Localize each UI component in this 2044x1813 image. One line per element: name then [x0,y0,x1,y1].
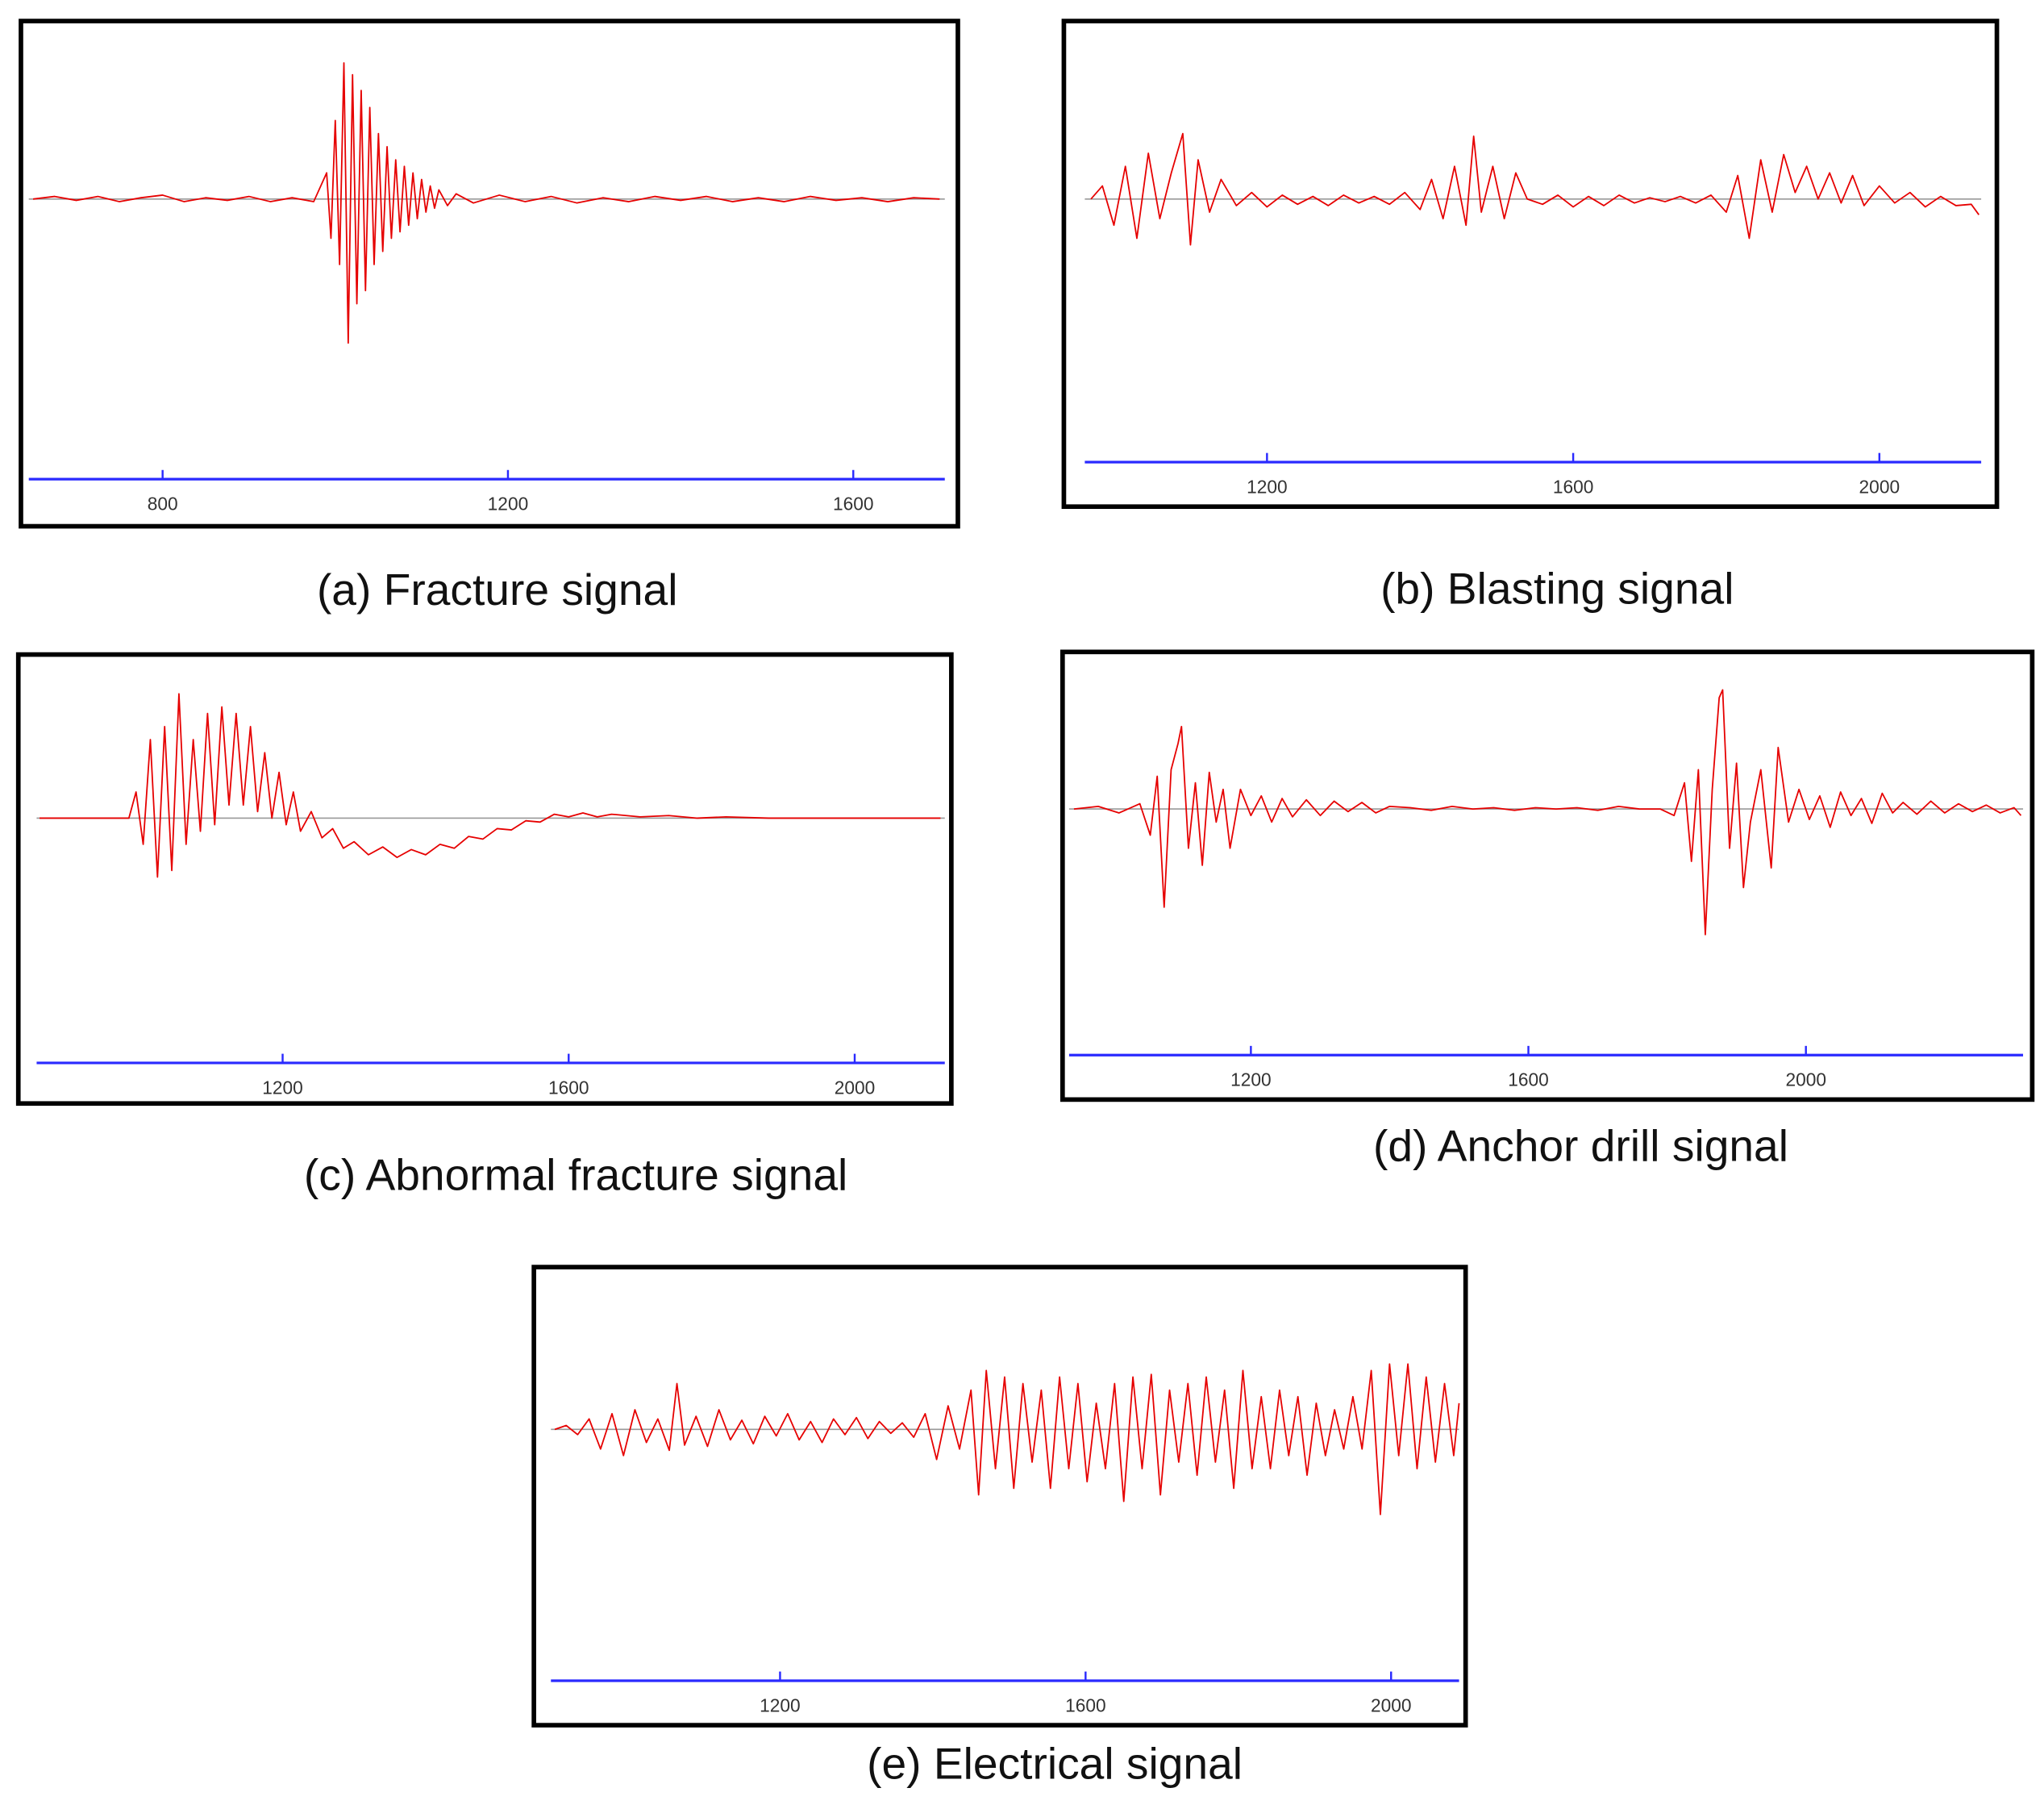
x-tick-label: 1200 [1247,476,1288,497]
caption: (c) Abnormal fracture signal [304,1149,847,1199]
panel-frame [1059,649,2035,1102]
caption: (b) Blasting signal [1380,563,1734,613]
waveform [1073,689,2022,936]
x-tick-label: 1600 [833,494,874,515]
x-tick-label: 800 [148,494,178,515]
x-tick-label: 1600 [1508,1069,1549,1090]
panel: 1200 1600 2000 (c) Abnormal fracture signal [15,652,954,1199]
panel: 800 1200 1600 (a) Fracture signal [19,19,960,615]
caption: (a) Fracture signal [317,565,678,615]
waveform [39,693,941,878]
x-tick-label: 2000 [835,1077,876,1098]
caption: (e) Electrical signal [867,1739,1243,1789]
panel-frame [531,1265,1468,1728]
x-tick-label: 1200 [488,494,529,515]
panel-frame [1061,19,2000,510]
caption: (d) Anchor drill signal [1373,1121,1788,1171]
x-tick-label: 1600 [1065,1694,1106,1715]
panel-frame [19,19,960,529]
waveform [32,62,940,344]
panel: 1200 1600 2000 (d) Anchor drill signal [1059,649,2035,1171]
panel: 1200 1600 2000 (e) Electrical signal [531,1265,1468,1789]
waveform [1090,132,1979,246]
panel: 1200 1600 2000 (b) Blasting signal [1061,19,2000,613]
x-tick-label: 1600 [548,1077,589,1098]
x-tick-label: 1600 [1553,476,1594,497]
x-tick-label: 1200 [1230,1069,1272,1090]
panel-frame [15,652,954,1107]
x-tick-label: 1200 [760,1694,801,1715]
waveform [554,1363,1460,1515]
x-tick-label: 1200 [262,1077,303,1098]
x-tick-label: 2000 [1371,1694,1412,1715]
x-tick-label: 2000 [1859,476,1900,497]
x-tick-label: 2000 [1785,1069,1826,1090]
